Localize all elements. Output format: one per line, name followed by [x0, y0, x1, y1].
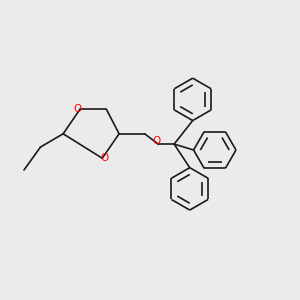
Text: O: O	[100, 153, 109, 163]
Text: O: O	[153, 136, 161, 146]
Text: O: O	[74, 104, 82, 114]
